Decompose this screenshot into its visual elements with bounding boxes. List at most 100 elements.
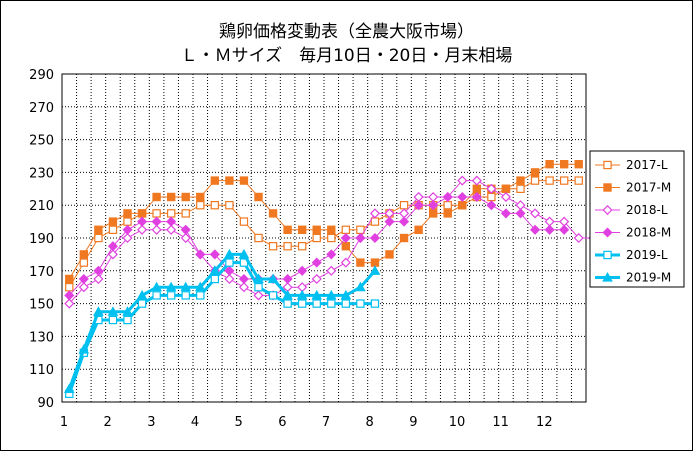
y-tick-label: 210 (29, 199, 54, 214)
data-point-2017-l (327, 233, 336, 243)
data-point-2019-l (283, 299, 292, 308)
data-point-2018-l (326, 265, 337, 276)
y-tick-label: 230 (29, 166, 54, 181)
y-tick-label: 110 (29, 363, 54, 378)
data-point-2017-l (239, 217, 249, 226)
data-point-2017-m (283, 225, 292, 234)
y-tick-label: 90 (37, 396, 54, 411)
data-point-2017-l (545, 176, 554, 185)
data-point-2017-l (516, 184, 525, 193)
data-point-2017-m (458, 201, 467, 210)
series-2018-m (64, 191, 570, 301)
data-point-2017-l (283, 242, 292, 251)
data-point-2018-l (93, 273, 104, 285)
data-point-2017-m (530, 168, 540, 177)
data-point-2017-l (181, 209, 190, 218)
legend-box (589, 150, 685, 288)
legend-marker-2018-m (602, 227, 613, 238)
data-point-2017-l (341, 225, 351, 234)
y-tick-label: 270 (29, 101, 54, 116)
x-tick-label: 7 (322, 415, 330, 430)
data-point-2018-m (107, 241, 118, 252)
data-point-2018-l (151, 224, 162, 235)
data-point-2018-m (559, 224, 570, 235)
data-point-2017-m (94, 225, 103, 234)
data-point-2017-m (341, 242, 351, 251)
x-tick-label: 11 (492, 415, 509, 430)
data-point-2017-l (370, 217, 380, 226)
data-point-2017-m (356, 258, 365, 267)
x-tick-label: 8 (366, 415, 374, 430)
data-point-2018-l (500, 191, 511, 203)
data-point-2017-m (574, 160, 583, 169)
data-point-2018-m (282, 273, 293, 285)
x-tick-label: 3 (147, 415, 155, 430)
data-point-2019-m (253, 273, 264, 284)
data-point-2019-m (209, 265, 221, 275)
data-point-2017-l (443, 201, 452, 210)
legend-label-2018-l: 2018-L (626, 203, 668, 217)
series-line-2019-l (67, 261, 375, 395)
data-point-2018-m (137, 216, 148, 227)
data-point-2019-l (268, 291, 278, 300)
data-point-2018-m (399, 216, 410, 227)
data-point-2019-l (108, 315, 118, 325)
data-point-2018-l (137, 224, 148, 235)
chart-title: 鶏卵価格変動表（全農大阪市場） (219, 22, 474, 42)
data-point-2017-l (530, 176, 540, 185)
data-point-2018-m (355, 232, 366, 244)
data-point-2018-l (166, 224, 177, 235)
data-point-2019-m (224, 248, 235, 259)
data-point-2019-m (267, 273, 279, 284)
data-point-2017-m (516, 176, 525, 185)
data-point-2017-m (414, 225, 423, 234)
data-point-2018-l (238, 282, 249, 293)
data-point-2017-l (65, 283, 74, 292)
data-point-2018-l (180, 232, 191, 244)
chart-subtitle: Ｌ・Ｍサイズ 毎月10日・20日・月末相場 (180, 46, 513, 66)
data-point-2018-l (311, 273, 322, 285)
data-point-2019-m (63, 383, 75, 393)
data-point-2017-m (123, 209, 132, 218)
data-point-2018-l (457, 175, 468, 186)
data-point-2017-l (196, 201, 205, 210)
data-point-2018-m (122, 224, 133, 235)
series-2019-m (63, 248, 381, 393)
data-point-2018-m (311, 257, 322, 268)
legend-label-2017-l: 2017-L (626, 158, 668, 172)
y-tick-label: 150 (29, 298, 54, 313)
data-point-2017-l (297, 242, 307, 251)
data-point-2017-m (443, 209, 452, 218)
data-point-2017-m (196, 192, 205, 202)
data-point-2019-m (369, 265, 381, 275)
data-point-2018-m (297, 265, 308, 276)
legend-marker-2019-l (603, 250, 612, 260)
series-line-2019-m (67, 252, 377, 390)
legend-marker-2018-l (602, 204, 613, 216)
data-point-2017-l (487, 192, 496, 202)
data-point-2017-m (79, 250, 89, 259)
data-point-2018-l (64, 298, 75, 309)
data-point-2017-m (312, 225, 321, 234)
data-point-2018-m (486, 200, 497, 211)
y-tick-label: 130 (29, 330, 54, 345)
y-tick-label: 290 (29, 68, 54, 83)
data-point-2018-m (64, 290, 75, 301)
data-point-2017-m (210, 176, 220, 185)
data-point-2019-m (165, 281, 177, 292)
data-point-2019-m (282, 289, 293, 300)
data-point-2019-l (356, 299, 365, 308)
data-point-2017-m (559, 160, 569, 169)
data-point-2018-m (78, 273, 89, 285)
data-point-2017-m (166, 192, 176, 202)
data-point-2017-l (94, 233, 103, 243)
data-point-2019-m (296, 289, 308, 300)
x-tick-label: 5 (235, 415, 243, 430)
data-point-2017-l (268, 242, 278, 251)
data-point-2018-m (238, 273, 249, 285)
x-tick-label: 9 (409, 415, 417, 430)
legend-label-2018-m: 2018-M (626, 226, 671, 240)
x-tick-label: 6 (278, 415, 286, 430)
data-point-2017-m (327, 225, 336, 234)
